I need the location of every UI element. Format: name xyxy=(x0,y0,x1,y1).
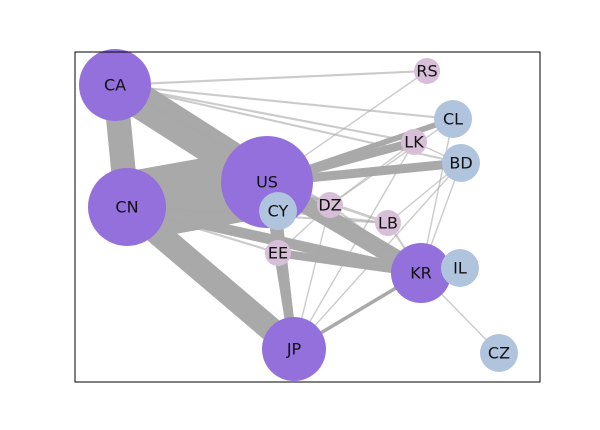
node-lb: LB xyxy=(375,210,401,236)
node-circle-kr xyxy=(391,243,451,303)
edge-jp-bd xyxy=(293,162,462,350)
node-bd: BD xyxy=(442,144,480,182)
node-cl: CL xyxy=(434,100,472,138)
node-ee: EE xyxy=(265,240,291,266)
edge-ca-rs xyxy=(114,69,428,87)
plot-frame xyxy=(74,51,541,383)
node-label-bd: BD xyxy=(449,154,472,173)
node-circle-cy xyxy=(259,192,297,230)
node-label-lk: LK xyxy=(404,133,424,152)
edge-ca-lk xyxy=(114,83,415,144)
node-cn: CN xyxy=(88,168,166,246)
node-ca: CA xyxy=(79,49,151,121)
node-label-kr: KR xyxy=(410,264,432,283)
edge-jp-lk xyxy=(293,141,415,350)
node-circle-jp xyxy=(262,317,326,381)
node-rs: RS xyxy=(414,58,440,84)
node-circle-cz xyxy=(480,334,518,372)
node-circle-ca xyxy=(79,49,151,121)
node-lk: LK xyxy=(401,129,427,155)
node-label-cn: CN xyxy=(115,198,138,217)
node-label-il: IL xyxy=(453,259,467,278)
node-label-cy: CY xyxy=(268,202,289,221)
node-circle-il xyxy=(441,249,479,287)
node-cz: CZ xyxy=(480,334,518,372)
node-circle-rs xyxy=(414,58,440,84)
node-label-rs: RS xyxy=(416,62,437,81)
node-circle-ee xyxy=(265,240,291,266)
node-label-cz: CZ xyxy=(488,344,510,363)
node-circle-bd xyxy=(442,144,480,182)
node-circle-lb xyxy=(375,210,401,236)
node-label-lb: LB xyxy=(378,214,398,233)
node-cy: CY xyxy=(259,192,297,230)
node-label-us: US xyxy=(256,173,278,192)
node-circle-dz xyxy=(317,192,343,218)
node-label-dz: DZ xyxy=(318,196,341,215)
node-label-jp: JP xyxy=(286,340,302,359)
node-label-cl: CL xyxy=(443,110,463,129)
node-circle-cn xyxy=(88,168,166,246)
node-jp: JP xyxy=(262,317,326,381)
node-dz: DZ xyxy=(317,192,343,218)
node-label-ca: CA xyxy=(104,76,126,95)
node-circle-lk xyxy=(401,129,427,155)
node-label-ee: EE xyxy=(268,244,288,263)
node-kr: KR xyxy=(391,243,451,303)
nodes-layer: CA CN US JP KR RS LK DZ LB EE CY CL BD IL CZ xyxy=(79,49,518,381)
node-il: IL xyxy=(441,249,479,287)
node-circle-cl xyxy=(434,100,472,138)
edge-dz-cl xyxy=(329,118,454,206)
edge-ca-cl xyxy=(114,83,454,121)
